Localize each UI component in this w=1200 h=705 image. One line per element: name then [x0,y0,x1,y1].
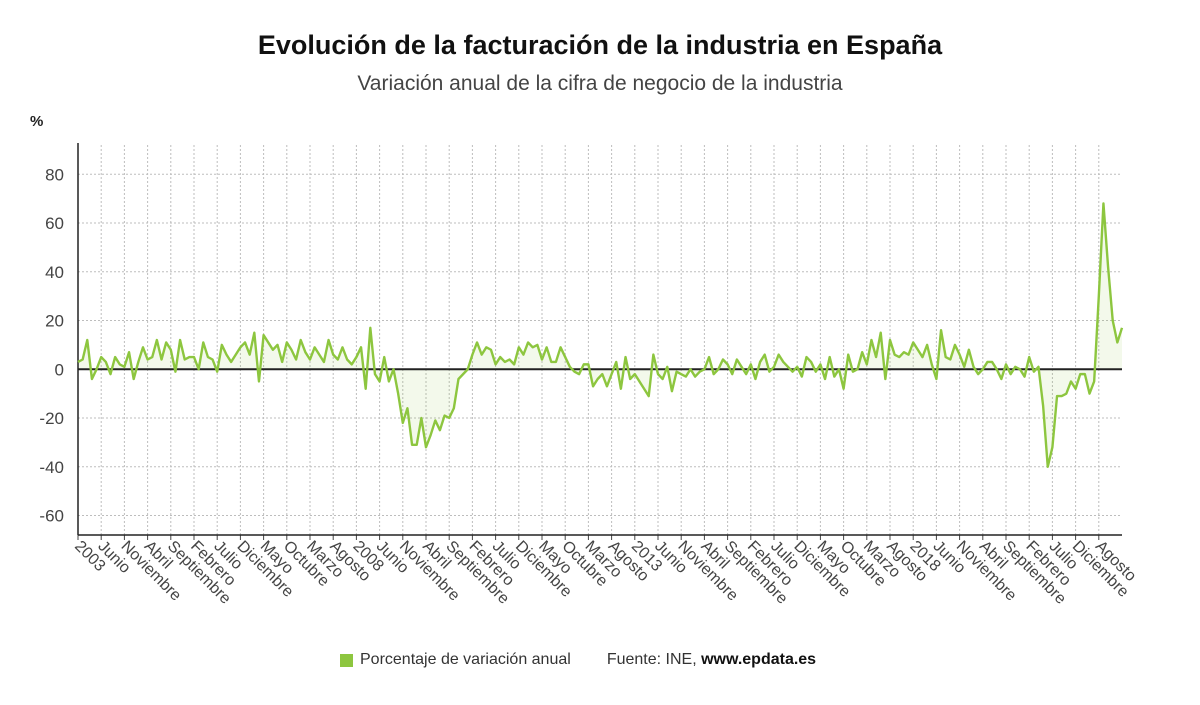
legend-label: Porcentaje de variación anual [360,651,571,668]
legend-swatch [340,653,353,667]
chart-title: Evolución de la facturación de la indust… [257,30,943,60]
series-line [77,202,1124,468]
source-site: www.epdata.es [701,651,817,668]
legend: Porcentaje de variación anual Fuente: IN… [340,651,816,669]
y-tick-label: -40 [39,458,64,477]
y-tick-label: -60 [39,507,64,526]
y-tick-label: 0 [55,360,64,379]
source-prefix: Fuente: INE, [606,651,702,668]
y-tick-label: 40 [45,263,64,282]
y-tick-label: 20 [45,312,64,331]
chart-subtitle: Variación anual de la cifra de negocio d… [357,72,843,95]
y-tick-label: -20 [39,409,64,428]
y-tick-label: 80 [45,165,64,184]
source-note: Fuente: INE, www.epdata.es [607,651,816,669]
series-area [78,203,1122,467]
y-tick-label: 60 [45,214,64,233]
y-axis-unit-label: % [30,113,44,130]
